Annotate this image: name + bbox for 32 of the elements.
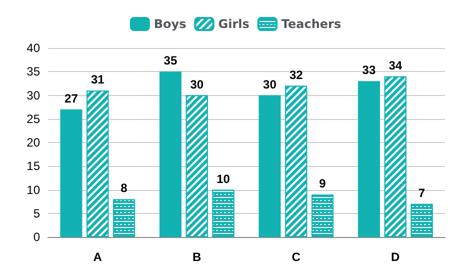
y-tick-label: 20 [26,136,40,150]
bar [358,81,380,237]
data-label: 32 [289,68,304,82]
data-label: 31 [90,72,105,87]
y-tick-label: 40 [26,41,40,55]
data-label: 8 [120,181,128,196]
bar [159,72,182,237]
legend-label: Teachers [281,17,342,31]
y-tick-label: 15 [26,159,40,174]
bar [258,95,281,237]
y-tick-label: 30 [26,88,40,102]
data-label: 30 [190,77,204,92]
data-label: 30 [263,77,277,92]
data-label: 9 [319,176,326,190]
y-tick-label: 25 [26,112,40,126]
data-label: 34 [388,58,402,72]
bar [60,109,82,237]
data-label: 10 [216,172,230,186]
x-tick-label: C [292,250,301,264]
x-tick-label: A [93,250,102,264]
y-tick-label: 5 [33,206,40,220]
y-tick-label: 35 [26,64,40,79]
data-label: 7 [418,186,426,200]
x-tick-label: D [391,250,400,264]
data-label: 33 [362,63,376,78]
y-tick-label: 0 [33,230,40,244]
x-tick-label: B [192,250,202,264]
data-label: 27 [64,91,78,106]
data-label: 35 [164,54,178,68]
legend-label: Boys [154,17,186,31]
legend-label: Girls [218,17,250,31]
y-tick-label: 10 [26,182,40,197]
